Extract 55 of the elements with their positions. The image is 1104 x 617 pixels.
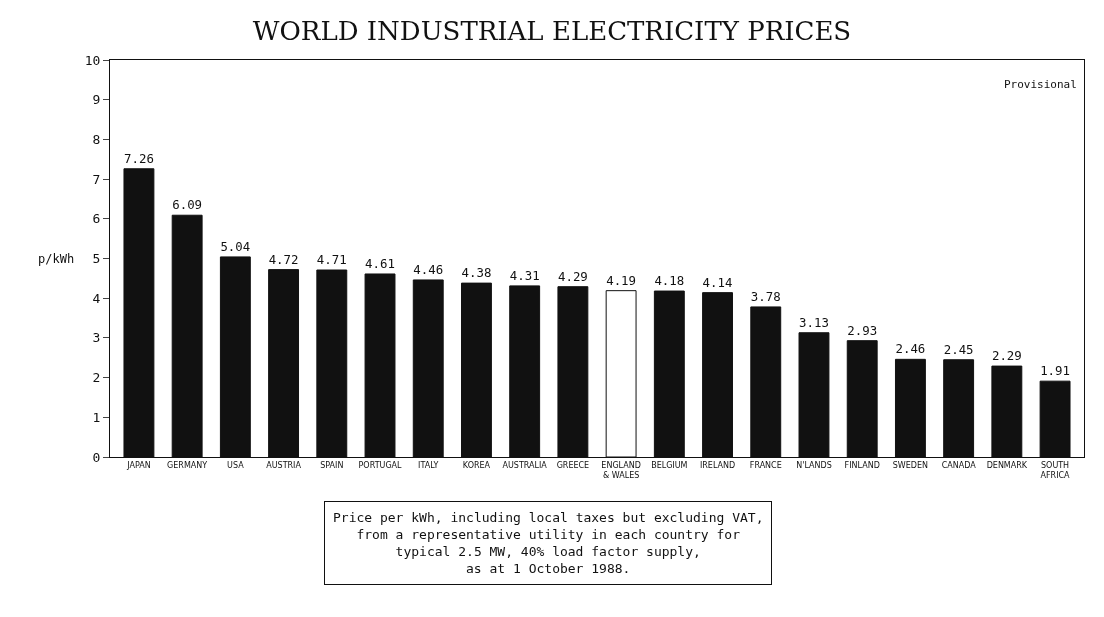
x-tick-label: SPAIN	[320, 460, 344, 470]
data-label: 2.46	[895, 341, 926, 357]
x-tick-label: AUSTRIA	[266, 460, 302, 470]
x-tick-label: IRELAND	[699, 460, 736, 470]
annotation: Provisional	[1004, 78, 1077, 91]
x-tick-label: CANADA	[941, 460, 977, 470]
text: Price per kWh, including local taxes but excluding VAT, from a representative utility in each country for typical 2.5 MW, 40% load factor supply, as at 1 October 1988.	[333, 510, 764, 576]
x-tick-label: USA	[227, 460, 245, 470]
data-label: 4.38	[461, 265, 492, 281]
y-axis-title: p/kWh	[38, 252, 75, 266]
x-tick-label: GERMANY	[167, 460, 208, 470]
data-label: 4.29	[557, 268, 588, 284]
y-tick-label: 5	[92, 251, 101, 267]
data-label: 3.13	[799, 314, 829, 330]
data-label: 4.31	[509, 268, 540, 284]
data-label: 4.46	[413, 262, 444, 278]
x-tick-label: FRANCE	[749, 460, 782, 470]
x-tick-label: AUSTRALIA	[502, 460, 548, 470]
x-tick-label: GREECE	[556, 460, 590, 470]
data-label: 1.91	[1040, 363, 1071, 379]
y-tick-label: 6	[92, 211, 101, 227]
x-tick-label: KOREA	[462, 460, 491, 470]
data-label: 4.19	[606, 272, 637, 288]
data-label: 5.04	[220, 240, 251, 255]
data-label: 4.71	[316, 252, 347, 268]
y-tick-label: 1	[92, 409, 101, 425]
x-tick-label: FINLAND	[844, 460, 880, 470]
y-tick-label: 8	[92, 131, 101, 147]
x-tick-label: SWEDEN	[892, 460, 929, 470]
x-tick-label: DENMARK	[986, 460, 1028, 470]
x-tick-label: ENGLAND & WALES	[601, 460, 641, 480]
data-label: 7.26	[123, 150, 154, 166]
data-label: 3.78	[750, 289, 781, 305]
y-tick-label: 9	[92, 92, 101, 108]
y-tick-label: 0	[92, 449, 101, 465]
x-tick-label: BELGIUM	[651, 460, 688, 470]
x-tick-label: JAPAN	[126, 460, 151, 470]
y-tick-label: 7	[92, 171, 101, 187]
y-tick-label: 3	[92, 330, 101, 346]
data-label: 4.72	[268, 251, 299, 267]
data-label: 4.14	[702, 275, 733, 290]
data-label: 2.45	[943, 341, 974, 357]
data-label: 4.61	[365, 256, 395, 272]
x-tick-label: N'LANDS	[796, 460, 832, 470]
x-tick-label: PORTUGAL	[358, 460, 403, 470]
data-label: 2.29	[991, 348, 1022, 364]
data-label: 2.93	[847, 322, 878, 338]
x-tick-label: SOUTH AFRICA	[1040, 460, 1071, 480]
chart-title: WORLD INDUSTRIAL ELECTRICITY PRICES	[252, 15, 852, 46]
data-label: 4.18	[654, 273, 685, 289]
y-tick-label: 10	[84, 52, 101, 68]
data-label: 6.09	[172, 197, 203, 213]
x-tick-label: ITALY	[418, 460, 439, 470]
y-tick-label: 2	[92, 370, 101, 386]
y-tick-label: 4	[92, 290, 101, 306]
